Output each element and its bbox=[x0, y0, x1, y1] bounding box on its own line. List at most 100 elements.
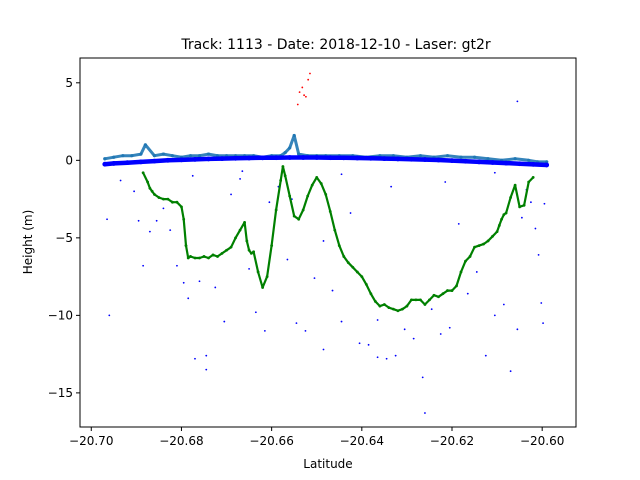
noise-point bbox=[142, 264, 145, 267]
data-point bbox=[513, 183, 517, 187]
y-tick-label: −10 bbox=[48, 308, 73, 322]
x-tick-label: −20.62 bbox=[430, 434, 474, 448]
data-point bbox=[342, 255, 346, 258]
data-point bbox=[527, 180, 531, 184]
noise-point bbox=[304, 329, 307, 332]
noise-point bbox=[466, 292, 469, 295]
noise-point bbox=[444, 181, 447, 183]
y-tick-label: 5 bbox=[65, 76, 73, 90]
data-point bbox=[432, 293, 436, 297]
x-tick-label: −20.68 bbox=[159, 434, 203, 448]
data-point bbox=[354, 155, 360, 161]
noise-point bbox=[194, 357, 196, 360]
data-point bbox=[124, 160, 130, 166]
data-point bbox=[260, 155, 266, 161]
data-point bbox=[246, 155, 252, 161]
data-point bbox=[341, 155, 347, 161]
data-point bbox=[373, 300, 377, 303]
data-point bbox=[395, 156, 401, 162]
data-point bbox=[202, 255, 206, 258]
noise-point bbox=[313, 277, 316, 280]
data-point bbox=[298, 91, 301, 94]
data-point bbox=[148, 186, 152, 190]
data-point bbox=[436, 157, 441, 163]
data-point bbox=[307, 78, 310, 81]
noise-point bbox=[457, 222, 460, 225]
y-tick-label: −15 bbox=[48, 386, 73, 400]
data-point bbox=[141, 171, 145, 175]
noise-point bbox=[376, 319, 379, 321]
noise-point bbox=[367, 343, 370, 346]
data-point bbox=[220, 251, 224, 255]
data-point bbox=[497, 224, 501, 227]
data-point bbox=[333, 228, 337, 232]
data-point bbox=[441, 292, 445, 296]
data-point bbox=[369, 292, 373, 296]
data-point bbox=[130, 154, 134, 158]
data-point bbox=[310, 183, 314, 187]
noise-point bbox=[403, 328, 406, 331]
noise-point bbox=[286, 258, 289, 261]
data-point bbox=[139, 152, 143, 156]
data-point bbox=[468, 255, 472, 258]
noise-point bbox=[239, 178, 241, 180]
data-point bbox=[245, 239, 249, 243]
data-point bbox=[544, 162, 550, 168]
data-point bbox=[477, 244, 481, 248]
noise-point bbox=[254, 311, 257, 314]
data-point bbox=[405, 304, 409, 308]
noise-point bbox=[248, 267, 250, 270]
noise-point bbox=[205, 354, 208, 357]
data-point bbox=[150, 189, 154, 193]
data-point bbox=[455, 284, 458, 288]
data-point bbox=[382, 303, 386, 306]
data-point bbox=[391, 154, 395, 158]
x-tick-label: −20.64 bbox=[340, 434, 384, 448]
noise-point bbox=[133, 190, 136, 193]
data-point bbox=[509, 196, 513, 199]
data-point bbox=[270, 244, 274, 248]
data-point bbox=[247, 248, 251, 252]
data-point bbox=[500, 217, 503, 221]
data-point bbox=[296, 103, 299, 106]
data-point bbox=[418, 154, 423, 158]
data-point bbox=[518, 205, 522, 209]
data-point bbox=[396, 309, 400, 313]
data-point bbox=[207, 256, 210, 260]
data-point bbox=[351, 265, 355, 269]
data-point bbox=[513, 157, 517, 161]
data-point bbox=[419, 298, 422, 302]
data-point bbox=[410, 298, 413, 302]
data-point bbox=[472, 155, 477, 159]
data-point bbox=[391, 307, 395, 311]
data-point bbox=[300, 155, 306, 160]
data-point bbox=[252, 250, 256, 254]
noise-point bbox=[537, 254, 540, 256]
plot-area bbox=[79, 57, 577, 428]
data-point bbox=[261, 286, 265, 289]
data-point bbox=[387, 306, 391, 310]
data-point bbox=[180, 205, 183, 209]
data-point bbox=[522, 203, 526, 207]
data-point bbox=[281, 165, 285, 168]
noise-point bbox=[241, 170, 244, 173]
noise-point bbox=[295, 322, 298, 325]
data-point bbox=[111, 161, 117, 166]
data-point bbox=[152, 158, 157, 164]
plot-frame bbox=[79, 57, 577, 428]
data-point bbox=[301, 208, 305, 212]
data-point bbox=[152, 154, 156, 158]
noise-point bbox=[493, 314, 496, 317]
data-point bbox=[138, 159, 144, 165]
series-1 bbox=[102, 155, 550, 168]
series-3 bbox=[296, 72, 311, 106]
data-point bbox=[327, 155, 333, 161]
noise-point bbox=[176, 264, 178, 267]
data-point bbox=[283, 150, 287, 155]
series-track bbox=[102, 155, 549, 168]
data-point bbox=[502, 213, 506, 216]
data-point bbox=[486, 239, 490, 243]
data-point bbox=[446, 289, 449, 292]
data-point bbox=[184, 244, 188, 248]
noise-point bbox=[214, 286, 217, 289]
